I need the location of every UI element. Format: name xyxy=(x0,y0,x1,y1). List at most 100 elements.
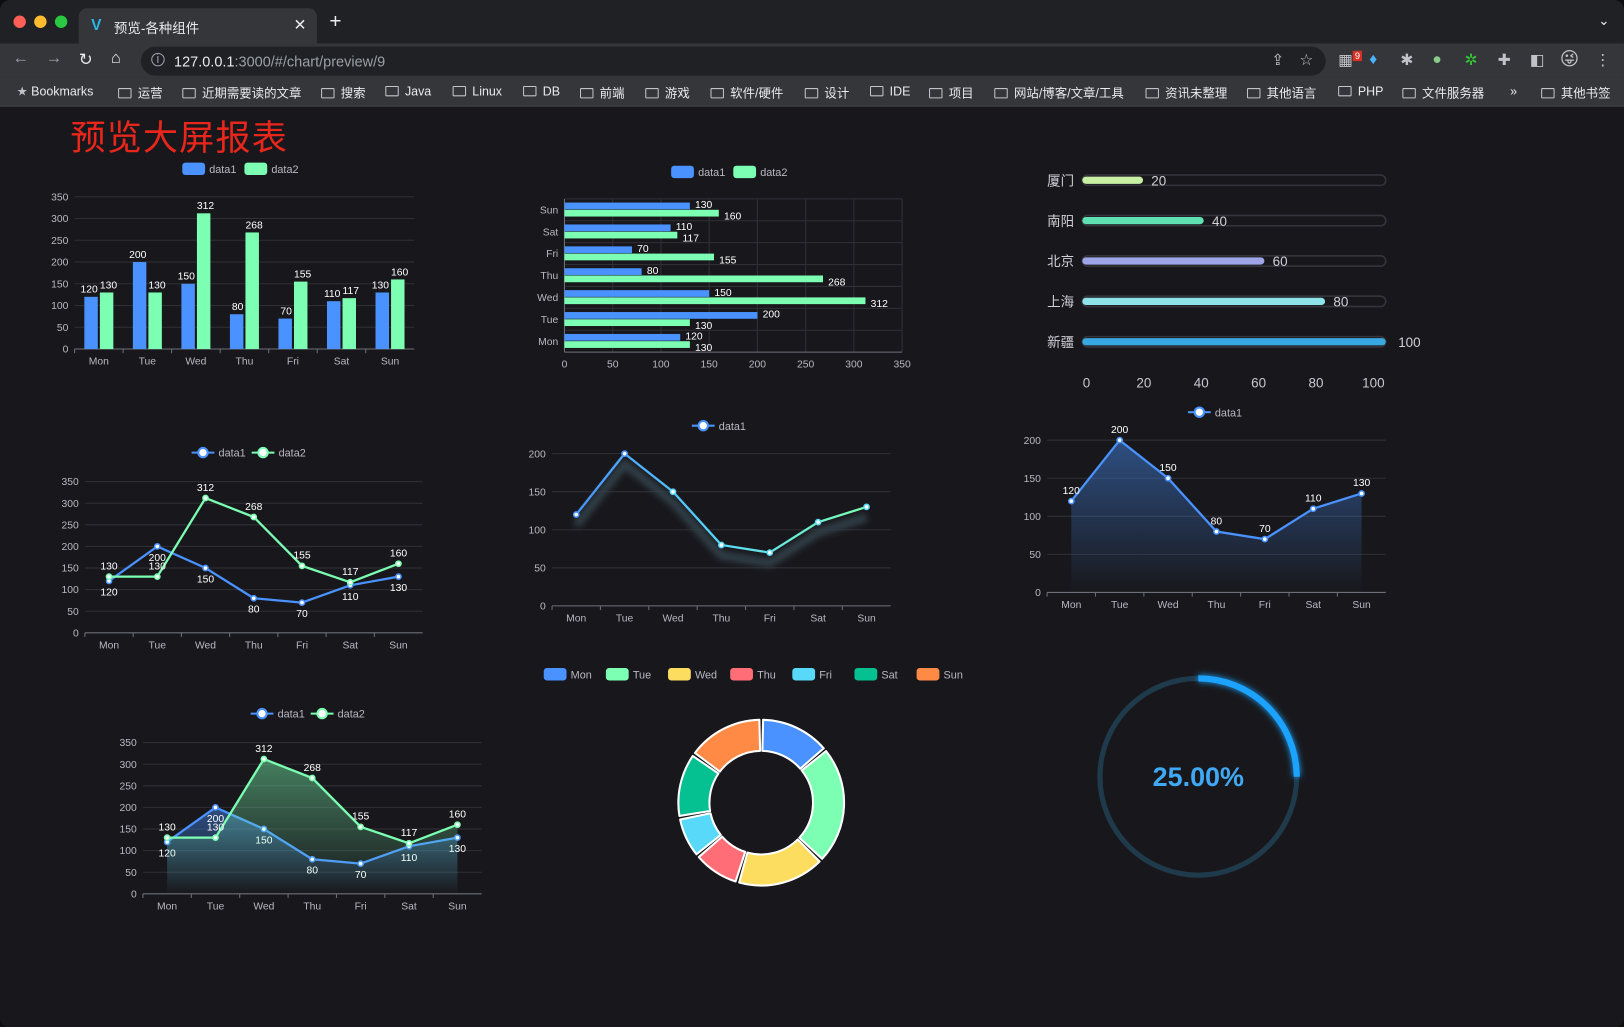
y-tick-label: Sun xyxy=(540,205,559,216)
tab-bar: V 预览-各种组件 ✕ + ⌄ xyxy=(0,0,1624,44)
bookmarks-label[interactable]: ★ Bookmarks xyxy=(17,84,94,98)
data-label: 312 xyxy=(871,299,889,310)
bookmark-folder[interactable]: 近期需要读的文章 xyxy=(182,84,301,102)
y-tick-label: 350 xyxy=(119,738,137,749)
browser-tab[interactable]: V 预览-各种组件 ✕ xyxy=(78,8,317,44)
folder-icon xyxy=(118,88,132,99)
back-icon[interactable]: ← xyxy=(12,49,29,68)
legend-marker-icon xyxy=(197,446,209,459)
data-label: 70 xyxy=(637,244,649,255)
data-point xyxy=(357,823,365,831)
data-label: 130 xyxy=(1353,478,1371,489)
legend-label: data1 xyxy=(278,709,305,721)
bar-data1 xyxy=(84,296,98,350)
bookmark-folder[interactable]: Linux xyxy=(452,84,502,98)
side-panel-icon[interactable]: ◧ xyxy=(1529,51,1545,70)
bar-data1 xyxy=(229,314,244,350)
bar-data2 xyxy=(564,253,714,261)
folder-icon xyxy=(452,85,467,97)
data-label: 155 xyxy=(293,551,311,562)
folder-icon xyxy=(523,85,537,97)
x-tick-label: Mon xyxy=(157,901,177,912)
bookmark-folder[interactable]: 项目 xyxy=(929,84,974,102)
bookmark-folder[interactable]: 其他语言 xyxy=(1246,84,1316,102)
extension-icon[interactable]: ▦ 9 xyxy=(1338,50,1363,69)
profile-avatar[interactable]: 😜 xyxy=(1559,48,1580,70)
legend-label: data1 xyxy=(209,164,236,176)
bookmark-folder[interactable]: PHP xyxy=(1338,84,1383,98)
data-point xyxy=(250,594,258,602)
data-label: 130 xyxy=(100,280,118,291)
x-tick-label: Wed xyxy=(1158,600,1179,611)
more-bookmarks-button[interactable]: » xyxy=(1510,83,1517,99)
bar-data2 xyxy=(564,209,719,217)
home-icon[interactable]: ⌂ xyxy=(110,49,121,68)
address-bar[interactable]: i 127.0.0.1:3000/#/chart/preview/9 ⇪ ☆ xyxy=(140,46,1326,76)
close-tab-icon[interactable]: ✕ xyxy=(293,16,307,35)
y-tick-label: 250 xyxy=(61,520,79,531)
extension-gear-icon[interactable]: ✱ xyxy=(1400,51,1414,70)
extensions-puzzle-icon[interactable]: ✚ xyxy=(1497,51,1511,70)
bar-data1 xyxy=(326,301,341,350)
data-label: 120 xyxy=(81,285,99,296)
new-tab-button[interactable]: + xyxy=(329,10,342,34)
bookmark-folder[interactable]: 搜索 xyxy=(321,84,366,102)
y-tick-label: 150 xyxy=(61,564,79,575)
x-tick-label: Tue xyxy=(149,640,167,651)
share-icon[interactable]: ⇪ xyxy=(1271,51,1285,70)
close-window-button[interactable] xyxy=(13,15,26,28)
menu-icon[interactable]: ⋮ xyxy=(1594,51,1611,70)
bookmark-folder[interactable]: 文件服务器 xyxy=(1402,84,1484,102)
bookmark-folder[interactable]: 运营 xyxy=(118,84,163,102)
data-label: 268 xyxy=(245,502,263,513)
folder-icon xyxy=(929,88,943,99)
legend-label: Tue xyxy=(633,669,651,681)
legend-swatch-icon xyxy=(671,165,694,179)
bookmark-label: 文件服务器 xyxy=(1422,85,1485,101)
bookmark-label: 项目 xyxy=(948,85,974,101)
data-point xyxy=(1116,436,1124,444)
minimize-window-button[interactable] xyxy=(34,15,47,28)
forward-icon[interactable]: → xyxy=(45,49,63,68)
bookmark-folder[interactable]: 前端 xyxy=(579,84,625,102)
data-point xyxy=(105,573,113,581)
extension-circle-icon[interactable]: ● xyxy=(1432,50,1442,69)
legend-swatch-icon xyxy=(733,165,757,179)
y-tick-label: 0 xyxy=(73,628,79,639)
y-tick-label: 200 xyxy=(61,542,79,553)
bookmark-folder[interactable]: DB xyxy=(523,84,560,98)
data-label: 130 xyxy=(449,844,467,855)
y-tick-label: 150 xyxy=(119,825,137,836)
area-data2 xyxy=(167,759,458,894)
maximize-window-button[interactable] xyxy=(54,15,68,28)
x-tick-label: 80 xyxy=(1308,375,1323,390)
bookmark-star-icon[interactable]: ☆ xyxy=(1299,51,1314,70)
bookmark-folder[interactable]: 游戏 xyxy=(645,84,690,102)
bar-data1 xyxy=(375,292,389,350)
pie-slice-tue xyxy=(798,750,846,860)
data-label: 200 xyxy=(763,310,781,321)
site-info-icon[interactable]: i xyxy=(151,52,165,67)
data-point xyxy=(1164,474,1172,482)
extension-pin-icon[interactable]: ♦ xyxy=(1369,50,1378,69)
x-tick-label: 40 xyxy=(1194,375,1209,390)
gauge-value: 25.00% xyxy=(1153,762,1244,792)
x-tick-label: 300 xyxy=(845,360,863,371)
tab-search-chevron-icon[interactable]: ⌄ xyxy=(1598,12,1610,28)
other-bookmarks-folder[interactable]: 其他书签 xyxy=(1541,84,1611,102)
bookmark-folder[interactable]: 软件/硬件 xyxy=(710,84,783,102)
data-label: 110 xyxy=(342,592,359,603)
extension-bug-icon[interactable]: ✲ xyxy=(1464,51,1478,70)
pie-slice-wed xyxy=(738,838,821,887)
folder-icon xyxy=(1402,88,1416,99)
y-tick-label: 0 xyxy=(1035,588,1041,599)
bookmark-folder[interactable]: 资讯未整理 xyxy=(1145,84,1227,102)
reload-icon[interactable]: ↻ xyxy=(78,51,93,70)
bookmark-folder[interactable]: 设计 xyxy=(804,84,849,102)
folder-icon xyxy=(1145,88,1159,99)
data-point xyxy=(1309,505,1317,513)
bookmark-folder[interactable]: 网站/博客/文章/工具 xyxy=(994,84,1124,102)
bar-data1 xyxy=(564,224,671,232)
bookmark-folder[interactable]: IDE xyxy=(869,84,910,98)
bookmark-folder[interactable]: Java xyxy=(385,84,431,98)
